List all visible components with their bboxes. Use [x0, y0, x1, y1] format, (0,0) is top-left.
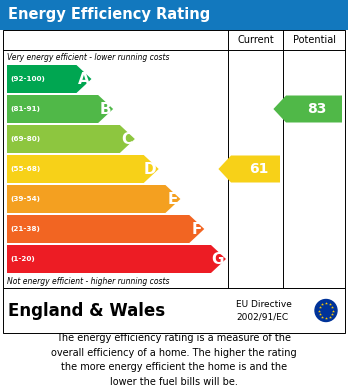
- Text: (81-91): (81-91): [10, 106, 40, 112]
- Text: C: C: [122, 131, 133, 147]
- Polygon shape: [7, 155, 159, 183]
- Text: A: A: [78, 72, 89, 86]
- Text: Energy Efficiency Rating: Energy Efficiency Rating: [8, 7, 210, 23]
- Polygon shape: [7, 95, 113, 123]
- Text: (92-100): (92-100): [10, 76, 45, 82]
- Polygon shape: [7, 215, 204, 243]
- Text: The energy efficiency rating is a measure of the
overall efficiency of a home. T: The energy efficiency rating is a measur…: [51, 333, 297, 387]
- Bar: [0, 0, 348, 30]
- Text: (39-54): (39-54): [10, 196, 40, 202]
- Text: B: B: [100, 102, 111, 117]
- Text: (55-68): (55-68): [10, 166, 40, 172]
- Text: (1-20): (1-20): [10, 256, 35, 262]
- Text: England & Wales: England & Wales: [8, 301, 165, 319]
- Text: G: G: [212, 251, 224, 267]
- Polygon shape: [7, 65, 92, 93]
- Text: D: D: [144, 161, 157, 176]
- Text: EU Directive
2002/91/EC: EU Directive 2002/91/EC: [236, 300, 292, 321]
- Polygon shape: [7, 245, 226, 273]
- Text: (21-38): (21-38): [10, 226, 40, 232]
- Polygon shape: [7, 125, 135, 153]
- Bar: [3, 30, 345, 288]
- Text: Current: Current: [237, 35, 274, 45]
- Text: 83: 83: [307, 102, 327, 116]
- Text: Potential: Potential: [293, 35, 335, 45]
- Polygon shape: [274, 95, 342, 122]
- Circle shape: [315, 300, 337, 321]
- Bar: [3, 288, 345, 333]
- Polygon shape: [219, 156, 280, 183]
- Text: E: E: [168, 192, 179, 206]
- Text: Very energy efficient - lower running costs: Very energy efficient - lower running co…: [7, 52, 169, 61]
- Text: F: F: [192, 221, 202, 237]
- Text: 61: 61: [249, 162, 268, 176]
- Text: Not energy efficient - higher running costs: Not energy efficient - higher running co…: [7, 276, 169, 285]
- Text: (69-80): (69-80): [10, 136, 40, 142]
- Polygon shape: [7, 185, 180, 213]
